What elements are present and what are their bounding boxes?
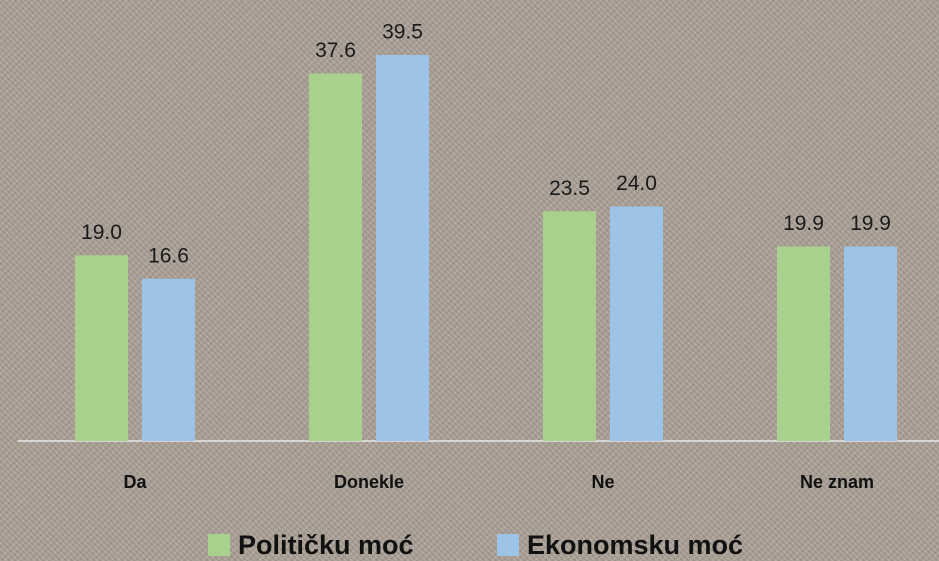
legend-swatch: [497, 534, 519, 556]
bar: [777, 246, 830, 441]
data-label: 19.9: [783, 212, 824, 235]
data-label: 24.0: [616, 172, 657, 195]
bar: [309, 73, 362, 442]
x-tick-label: Ne: [591, 472, 614, 492]
bar: [610, 206, 663, 441]
data-label: 19.9: [850, 212, 891, 235]
x-tick-label: Donekle: [334, 472, 404, 492]
legend-label: Ekonomsku moć: [527, 530, 743, 560]
data-label: 37.6: [315, 39, 356, 62]
bar: [75, 255, 128, 441]
bar: [376, 55, 429, 441]
bar: [543, 211, 596, 441]
x-tick-label: Da: [123, 472, 147, 492]
data-label: 19.0: [81, 221, 122, 244]
bar: [142, 278, 195, 441]
legend-label: Političku moć: [238, 530, 414, 560]
legend-swatch: [208, 534, 230, 556]
data-label: 16.6: [148, 244, 189, 267]
data-label: 23.5: [549, 177, 590, 200]
x-tick-label: Ne znam: [800, 472, 874, 492]
data-label: 39.5: [382, 21, 423, 44]
bar: [844, 246, 897, 441]
